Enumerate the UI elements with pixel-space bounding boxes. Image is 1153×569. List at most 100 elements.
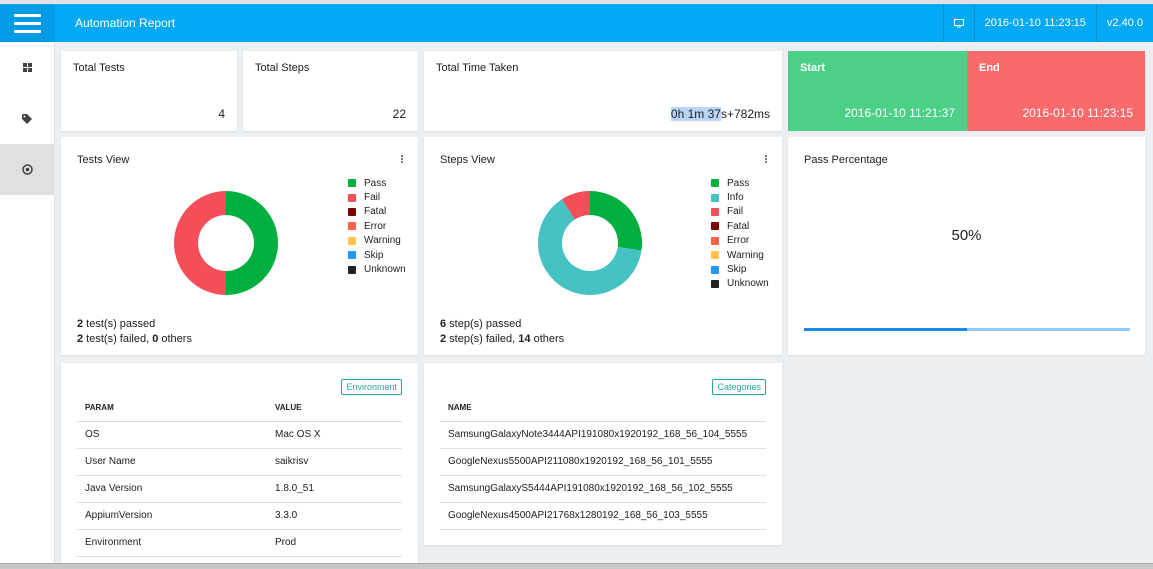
legend-item-info: Info [711, 190, 769, 204]
legend-item-pass: Pass [711, 176, 769, 190]
param-cell: OS [77, 421, 267, 449]
legend-item-fatal: Fatal [348, 205, 406, 219]
column-header-name: NAME [440, 395, 766, 422]
more-vert-icon[interactable] [764, 155, 768, 163]
param-cell: AppiumVersion [77, 502, 267, 530]
tests-view-title: Tests View [77, 154, 130, 166]
pie-slice-pass [226, 191, 278, 295]
dashboard-icon [22, 63, 32, 72]
categories-table: NAME SamsungGalaxyNote3444API191080x1920… [440, 395, 766, 530]
legend-item-fatal: Fatal [711, 219, 769, 233]
total-steps-value: 22 [392, 107, 406, 121]
navbar: Automation Report 2016-01-10 11:23:15 v2… [0, 4, 1153, 42]
steps-view-card: Steps View Pass Info Fail Fatal Error Wa… [424, 137, 782, 355]
total-tests-value: 4 [218, 107, 225, 121]
value-cell: 3.3.0 [267, 502, 402, 530]
category-name-cell: GoogleNexus5500API211080x1920192_168_56_… [440, 448, 766, 476]
selected-text: 0h 1m 37 [670, 107, 721, 121]
environment-badge[interactable]: Environment [341, 379, 402, 395]
pie-slice-fail [561, 191, 590, 220]
total-time-label: Total Time Taken [436, 62, 519, 74]
column-header-value: VALUE [267, 395, 402, 422]
legend-item-skip: Skip [348, 248, 406, 262]
total-tests-label: Total Tests [73, 62, 125, 74]
value-cell: Mac OS X [267, 421, 402, 449]
table-row[interactable]: SamsungGalaxyS5444API191080x1920192_168_… [440, 475, 766, 503]
tag-icon [22, 113, 32, 124]
steps-summary: 6 step(s) passed 2 step(s) failed, 14 ot… [440, 318, 565, 345]
legend-item-fail: Fail [348, 190, 406, 204]
total-steps-card: Total Steps 22 [243, 51, 418, 131]
steps-donut-chart [538, 191, 642, 295]
pass-percentage-bar-fill [804, 328, 967, 331]
categories-badge[interactable]: Categories [712, 379, 766, 395]
steps-legend: Pass Info Fail Fatal Error Warning Skip … [711, 176, 769, 291]
legend-item-unknown: Unknown [711, 277, 769, 291]
end-card: End 2016-01-10 11:23:15 [967, 51, 1145, 131]
column-header-param: PARAM [77, 395, 267, 422]
total-time-value: 0h 1m 37s+782ms [670, 107, 770, 121]
pie-slice-fail [174, 191, 226, 295]
value-cell: Prod [267, 529, 402, 557]
sidebar-item-dashboard[interactable] [0, 42, 54, 93]
legend-item-unknown: Unknown [348, 262, 406, 276]
end-value: 2016-01-10 11:23:15 [1022, 106, 1133, 120]
pie-slice-pass [590, 191, 642, 251]
pass-percentage-bar [804, 328, 1130, 331]
legend-item-error: Error [348, 219, 406, 233]
version-label: v2.40.0 [1095, 4, 1153, 42]
pass-percentage-card: Pass Percentage 50% [788, 137, 1145, 355]
sidebar-item-analysis[interactable] [0, 144, 54, 195]
more-vert-icon[interactable] [400, 155, 404, 163]
tests-donut-chart [174, 191, 278, 295]
tests-view-card: Tests View Pass Fail Fatal Error Warning… [61, 137, 418, 355]
table-row[interactable]: GoogleNexus5500API211080x1920192_168_56_… [440, 448, 766, 476]
legend-item-skip: Skip [711, 262, 769, 276]
category-name-cell: SamsungGalaxyS5444API191080x1920192_168_… [440, 475, 766, 503]
param-cell: Environment [77, 529, 267, 557]
sidebar-item-categories[interactable] [0, 93, 54, 144]
param-cell: Java Version [77, 475, 267, 503]
taskbar [0, 563, 1153, 569]
target-icon [21, 164, 33, 175]
legend-item-pass: Pass [348, 176, 406, 190]
category-name-cell: GoogleNexus4500API21768x1280192_168_56_1… [440, 502, 766, 530]
categories-card: Categories NAME SamsungGalaxyNote3444API… [424, 363, 782, 545]
table-row: Java Version 1.8.0_51 [77, 475, 402, 503]
tests-summary: 2 test(s) passed 2 test(s) failed, 0 oth… [77, 318, 192, 345]
table-row[interactable]: SamsungGalaxyNote3444API191080x1920192_1… [440, 421, 766, 449]
pass-percentage-value: 50% [951, 227, 982, 244]
legend-item-fail: Fail [711, 205, 769, 219]
pie-slice-info [538, 199, 642, 295]
total-steps-label: Total Steps [255, 62, 310, 74]
table-header-row: PARAM VALUE [77, 395, 402, 422]
report-title: Automation Report [75, 16, 176, 30]
legend-item-warning: Warning [348, 234, 406, 248]
total-tests-card: Total Tests 4 [61, 51, 237, 131]
report-datetime: 2016-01-10 11:23:15 [973, 4, 1096, 42]
start-label: Start [800, 62, 826, 74]
legend-item-error: Error [711, 234, 769, 248]
environment-table: PARAM VALUE OS Mac OS X User Name saikrisv… [77, 395, 402, 557]
table-row: User Name saikrisv [77, 448, 402, 476]
start-value: 2016-01-10 11:21:37 [844, 106, 955, 120]
steps-view-title: Steps View [440, 154, 495, 166]
pass-percentage-title: Pass Percentage [804, 154, 888, 166]
top-strip [0, 0, 1153, 4]
table-header-row: NAME [440, 395, 766, 422]
end-label: End [979, 62, 1000, 74]
table-row[interactable]: GoogleNexus4500API21768x1280192_168_56_1… [440, 502, 766, 530]
time-remainder: s+782ms [720, 107, 770, 121]
legend-item-warning: Warning [711, 248, 769, 262]
start-card: Start 2016-01-10 11:21:37 [788, 51, 967, 131]
tests-legend: Pass Fail Fatal Error Warning Skip Unkno… [348, 176, 406, 277]
table-row: Environment Prod [77, 529, 402, 557]
table-row: OS Mac OS X [77, 421, 402, 449]
value-cell: saikrisv [267, 448, 402, 476]
category-name-cell: SamsungGalaxyNote3444API191080x1920192_1… [440, 421, 766, 449]
monitor-icon[interactable] [942, 4, 974, 42]
total-time-card: Total Time Taken 0h 1m 37s+782ms [424, 51, 782, 131]
sidebar [0, 42, 55, 569]
environment-card: Environment PARAM VALUE OS Mac OS X User … [61, 363, 418, 563]
menu-icon[interactable] [0, 4, 55, 42]
